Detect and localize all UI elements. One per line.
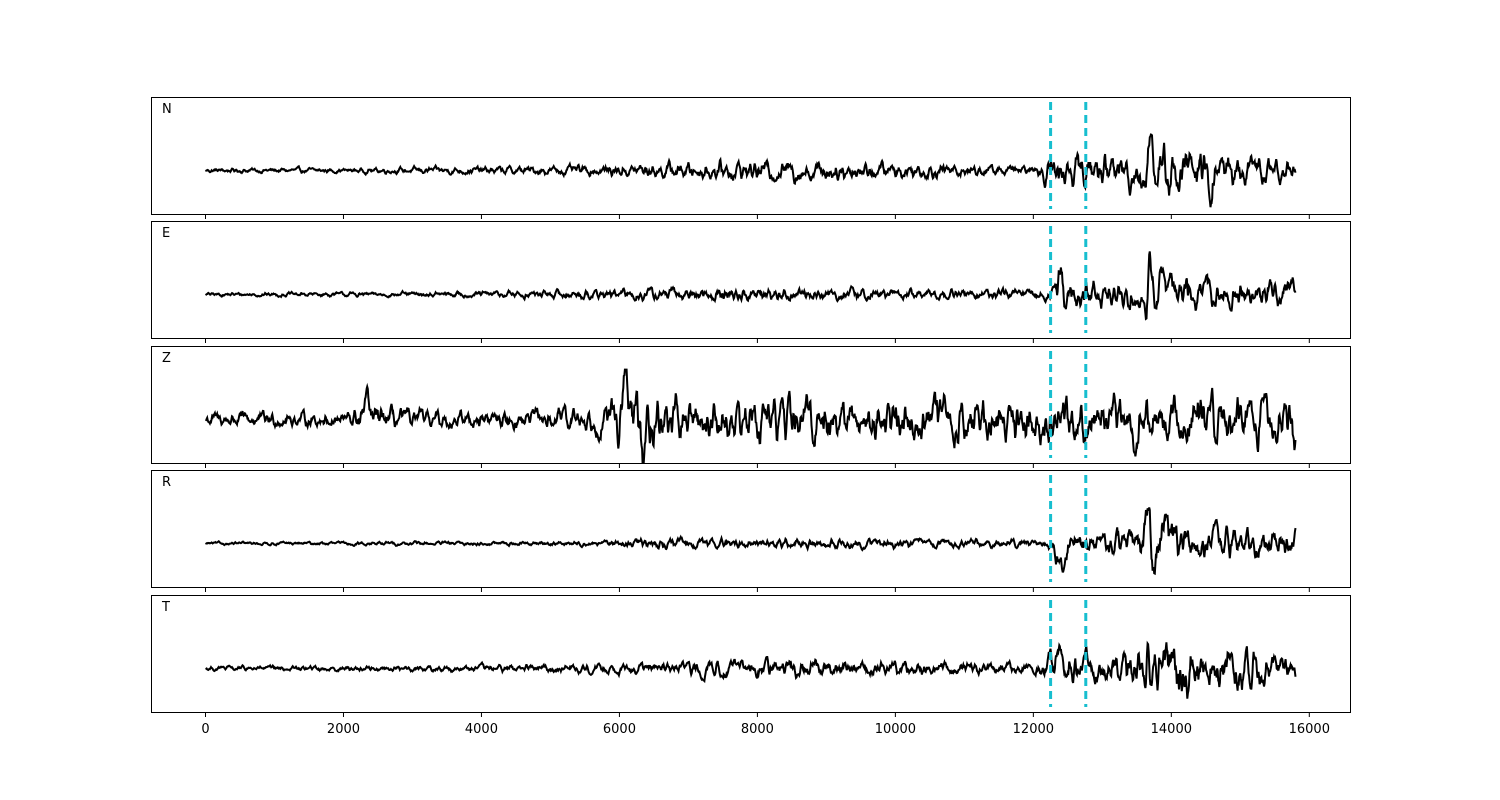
panel-frame: [151, 97, 1351, 215]
channel-label: E: [162, 226, 170, 241]
panel-frame: [151, 470, 1351, 588]
x-tick-label: 2000: [327, 722, 360, 737]
channel-label: N: [162, 102, 172, 117]
x-tick-label: 16000: [1289, 722, 1330, 737]
trace-n: [204, 133, 1297, 208]
trace-z: [205, 368, 1297, 463]
x-tick-label: 10000: [875, 722, 916, 737]
panel-frame: [151, 346, 1351, 464]
channel-label: Z: [162, 351, 171, 366]
panel-e: E: [151, 221, 1351, 343]
panel-t: T: [151, 595, 1351, 717]
panel-r: R: [151, 470, 1351, 592]
x-tick-label: 8000: [741, 722, 774, 737]
panel-frame: [151, 221, 1351, 339]
trace-t: [205, 640, 1297, 699]
trace-r: [204, 507, 1297, 576]
x-tick-label: 14000: [1151, 722, 1192, 737]
x-tick-label: 6000: [603, 722, 636, 737]
x-tick-label: 4000: [465, 722, 498, 737]
panels-layer: N E Z R T: [151, 97, 1351, 717]
trace-e: [204, 251, 1297, 321]
x-axis: 0 2000 4000 6000 8000 10000 12000 14000 16000: [201, 722, 1330, 737]
panel-n: N: [151, 97, 1351, 219]
channel-label: R: [162, 475, 171, 490]
panel-frame: [151, 595, 1351, 713]
x-tick-label: 0: [201, 722, 209, 737]
panel-z: Z: [151, 346, 1351, 468]
channel-label: T: [161, 600, 170, 615]
x-tick-label: 12000: [1013, 722, 1054, 737]
